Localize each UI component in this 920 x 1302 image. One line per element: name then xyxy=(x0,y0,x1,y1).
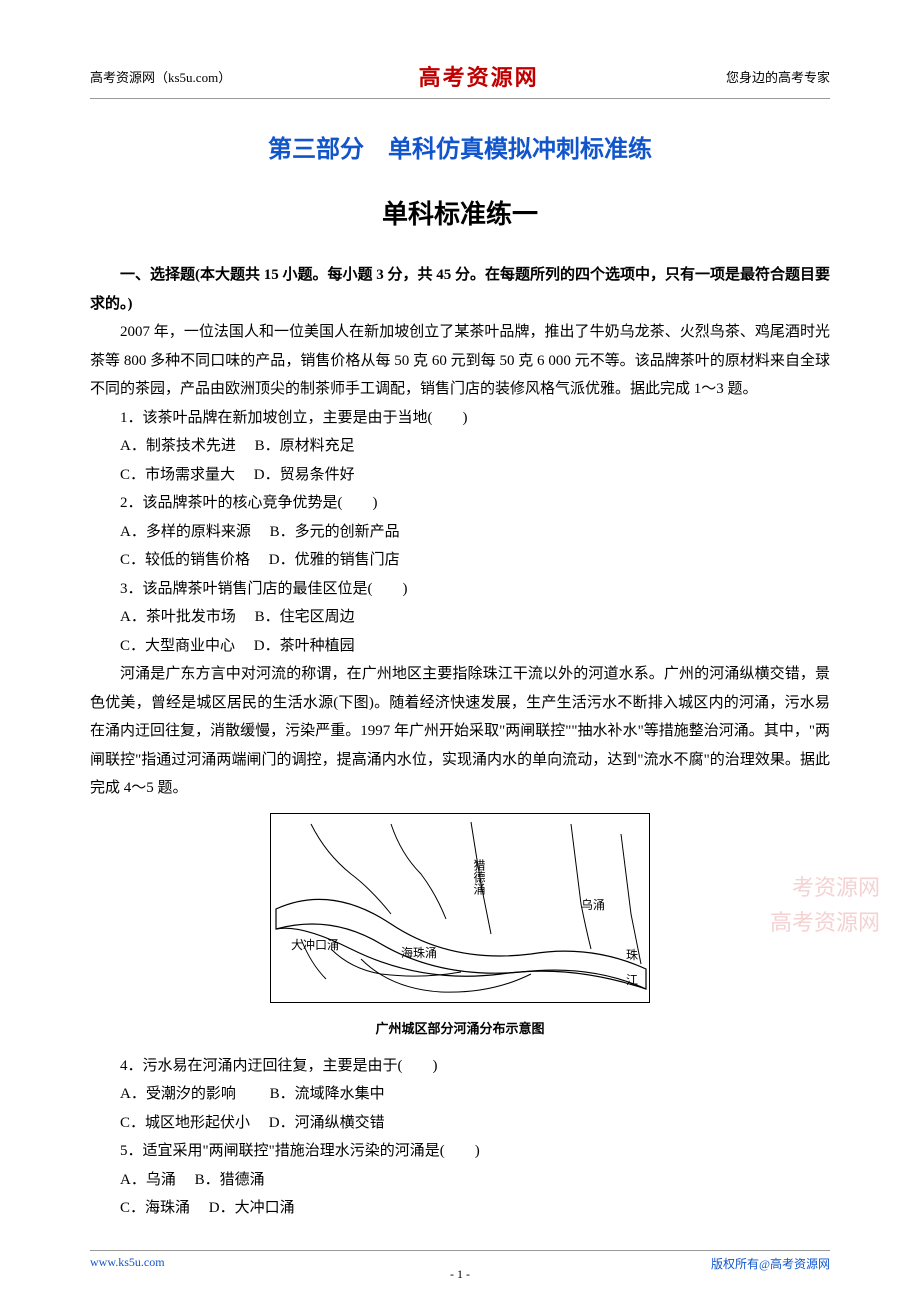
q3-optA: A．茶叶批发市场 xyxy=(120,609,236,625)
q4-optD: D．河涌纵横交错 xyxy=(269,1115,385,1131)
q1-optA: A．制茶技术先进 xyxy=(120,438,236,454)
header-center-logo: 高考资源网 xyxy=(419,60,539,92)
q4-optB: B．流域降水集中 xyxy=(270,1086,385,1102)
footer-left: www.ks5u.com xyxy=(90,1255,165,1270)
q5-optA: A．乌涌 xyxy=(120,1172,176,1188)
q1-optC: C．市场需求量大 xyxy=(120,467,235,483)
map-label-haizhu: 海珠涌 xyxy=(401,945,437,960)
q5-optC: C．海珠涌 xyxy=(120,1200,190,1216)
footer-right: 版权所有@高考资源网 xyxy=(711,1255,830,1272)
q3-options-row1: A．茶叶批发市场 B．住宅区周边 xyxy=(90,603,830,632)
q1-options-row2: C．市场需求量大 D．贸易条件好 xyxy=(90,461,830,490)
map-label-wu: 乌涌 xyxy=(581,897,605,912)
page-footer: www.ks5u.com - 1 - 版权所有@高考资源网 xyxy=(90,1250,830,1272)
q3-optD: D．茶叶种植园 xyxy=(254,638,355,654)
passage-2: 河涌是广东方言中对河流的称谓，在广州地区主要指除珠江干流以外的河道水系。广州的河… xyxy=(90,660,830,803)
passage-1: 2007 年，一位法国人和一位美国人在新加坡创立了某茶叶品牌，推出了牛奶乌龙茶、… xyxy=(90,318,830,404)
q5-optD: D．大冲口涌 xyxy=(209,1200,295,1216)
q2-optC: C．较低的销售价格 xyxy=(120,552,250,568)
q4-optC: C．城区地形起伏小 xyxy=(120,1115,250,1131)
q4-stem: 4．污水易在河涌内迂回往复，主要是由于( ) xyxy=(90,1052,830,1081)
q5-optB: B．猎德涌 xyxy=(195,1172,265,1188)
footer-page-number: - 1 - xyxy=(450,1267,470,1282)
q1-stem: 1．该茶叶品牌在新加坡创立，主要是由于当地( ) xyxy=(90,404,830,433)
page-header: 高考资源网（ks5u.com） 高考资源网 您身边的高考专家 xyxy=(90,60,830,99)
q2-options-row2: C．较低的销售价格 D．优雅的销售门店 xyxy=(90,546,830,575)
map-label-liede: 猎德涌 xyxy=(472,858,486,894)
practice-title: 单科标准练一 xyxy=(90,194,830,231)
instruction-text: 一、选择题(本大题共 15 小题。每小题 3 分，共 45 分。在每题所列的四个… xyxy=(90,261,830,318)
q1-optB: B．原材料充足 xyxy=(255,438,355,454)
q2-optD: D．优雅的销售门店 xyxy=(269,552,400,568)
q4-options-row2: C．城区地形起伏小 D．河涌纵横交错 xyxy=(90,1109,830,1138)
map-figure: 猎德涌 乌涌 大冲口涌 海珠涌 珠 江 广州城区部分河涌分布示意图 xyxy=(90,813,830,1042)
q2-stem: 2．该品牌茶叶的核心竞争优势是( ) xyxy=(90,489,830,518)
section-title: 第三部分 单科仿真模拟冲刺标准练 xyxy=(90,129,830,164)
map-label-jiang: 江 xyxy=(626,973,638,987)
header-right: 您身边的高考专家 xyxy=(726,67,830,86)
map-caption: 广州城区部分河涌分布示意图 xyxy=(90,1017,830,1042)
q5-stem: 5．适宜采用"两闸联控"措施治理水污染的河涌是( ) xyxy=(90,1137,830,1166)
q4-options-row1: A．受潮汐的影响 B．流域降水集中 xyxy=(90,1080,830,1109)
q3-options-row2: C．大型商业中心 D．茶叶种植园 xyxy=(90,632,830,661)
q2-options-row1: A．多样的原料来源 B．多元的创新产品 xyxy=(90,518,830,547)
q2-optB: B．多元的创新产品 xyxy=(270,524,400,540)
q5-options-row1: A．乌涌 B．猎德涌 xyxy=(90,1166,830,1195)
q3-stem: 3．该品牌茶叶销售门店的最佳区位是( ) xyxy=(90,575,830,604)
q4-optA: A．受潮汐的影响 xyxy=(120,1086,236,1102)
q5-options-row2: C．海珠涌 D．大冲口涌 xyxy=(90,1194,830,1223)
river-map-svg: 猎德涌 乌涌 大冲口涌 海珠涌 珠 江 xyxy=(270,813,650,1003)
q2-optA: A．多样的原料来源 xyxy=(120,524,251,540)
q1-optD: D．贸易条件好 xyxy=(254,467,355,483)
q3-optC: C．大型商业中心 xyxy=(120,638,235,654)
map-label-dachongkou: 大冲口涌 xyxy=(291,937,339,952)
header-left: 高考资源网（ks5u.com） xyxy=(90,67,231,86)
map-label-zhu: 珠 xyxy=(626,948,638,962)
q1-options-row1: A．制茶技术先进 B．原材料充足 xyxy=(90,432,830,461)
q3-optB: B．住宅区周边 xyxy=(255,609,355,625)
